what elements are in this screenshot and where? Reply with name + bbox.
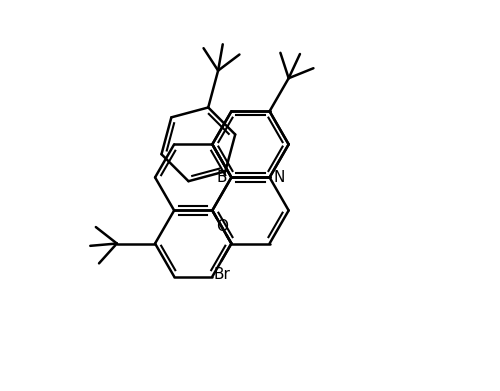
Text: O: O: [216, 219, 228, 235]
Text: B: B: [216, 170, 227, 185]
Text: N: N: [274, 170, 285, 185]
Text: Br: Br: [213, 267, 230, 282]
